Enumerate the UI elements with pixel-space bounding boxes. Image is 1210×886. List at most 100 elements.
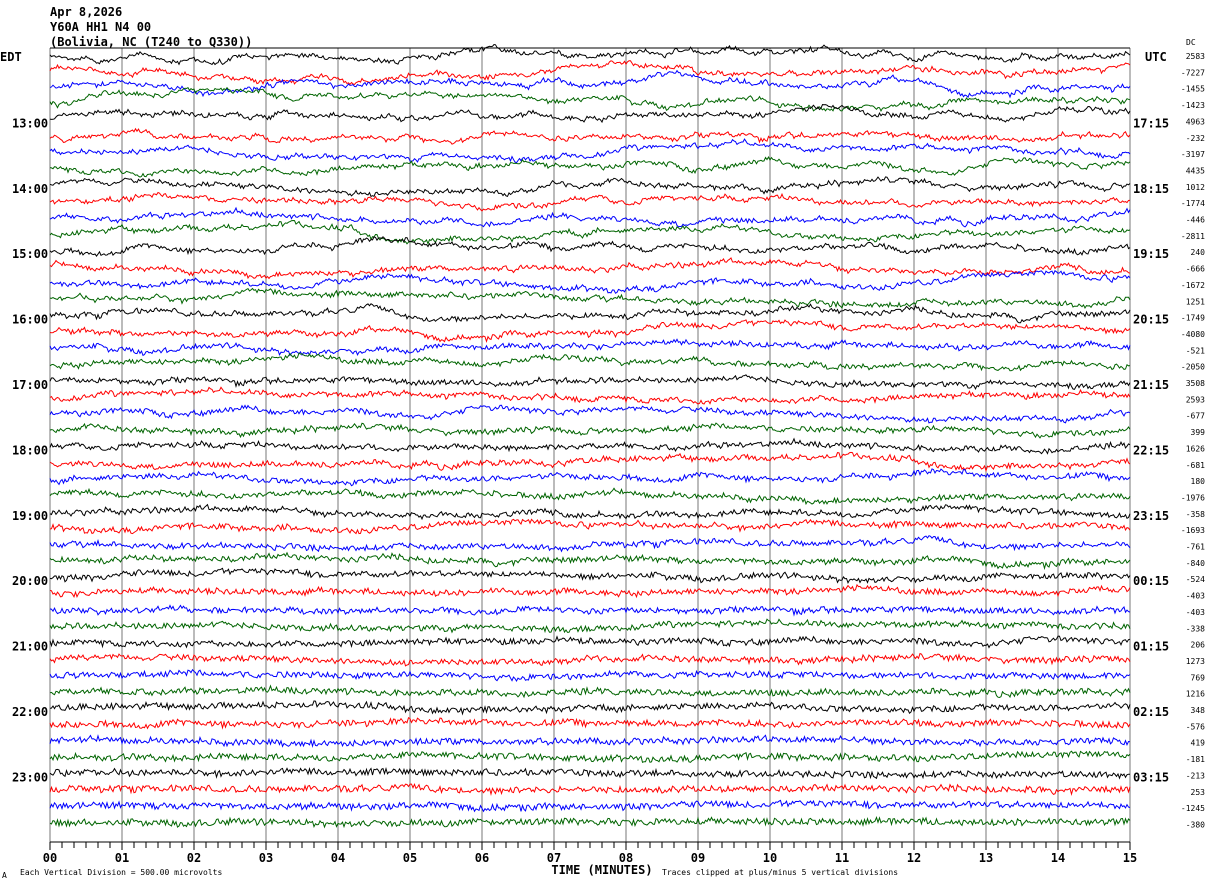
x-tick-label: 09 [691, 851, 705, 865]
x-tick-label: 15 [1123, 851, 1137, 865]
x-tick-label: 13 [979, 851, 993, 865]
trace-line [49, 155, 1131, 178]
right-time-label: 23:15 [1133, 509, 1169, 523]
trace-line [49, 604, 1131, 617]
dc-offset-label: 240 [1191, 248, 1206, 257]
dc-offset-label: -1245 [1181, 804, 1205, 813]
right-time-label: 01:15 [1133, 640, 1169, 654]
dc-offset-label: -2811 [1181, 232, 1205, 241]
dc-offset-label: -403 [1186, 608, 1205, 617]
x-tick-label: 06 [475, 851, 489, 865]
right-time-label: 18:15 [1133, 182, 1169, 196]
dc-offset-label: -576 [1186, 722, 1205, 731]
scale-note: Each Vertical Division = 500.00 microvol… [20, 868, 222, 877]
x-tick-label: 05 [403, 851, 417, 865]
x-tick-label: 11 [835, 851, 849, 865]
x-tick-label: 04 [331, 851, 345, 865]
dc-offset-label: -681 [1186, 461, 1205, 470]
left-time-label: 18:00 [12, 443, 48, 457]
left-time-label: 16:00 [12, 313, 48, 327]
date-label: Apr 8,2026 [50, 5, 122, 19]
trace-line [49, 684, 1131, 699]
dc-offset-label: -338 [1186, 624, 1205, 633]
trace-line [49, 270, 1131, 294]
dc-offset-label: -677 [1186, 412, 1205, 421]
dc-offset-label: -1749 [1181, 314, 1205, 323]
x-tick-label: 02 [187, 851, 201, 865]
trace-line [49, 60, 1131, 86]
right-time-label: 19:15 [1133, 247, 1169, 261]
trace-line [49, 422, 1131, 439]
x-tick-label: 03 [259, 851, 273, 865]
trace-line [49, 386, 1131, 405]
dc-offset-label: 2583 [1186, 52, 1205, 61]
left-time-label: 19:00 [12, 509, 48, 523]
trace-line [49, 451, 1131, 473]
trace-line [49, 86, 1131, 112]
trace-line [49, 766, 1131, 780]
trace-line [49, 138, 1131, 164]
trace-line [49, 816, 1131, 829]
dc-offset-label: -358 [1186, 510, 1205, 519]
x-tick-label: 12 [907, 851, 921, 865]
dc-offset-label: -1423 [1181, 101, 1205, 110]
station-label: Y60A HH1 N4 00 [50, 20, 151, 34]
dc-offset-label: 769 [1191, 673, 1206, 682]
x-tick-label: 14 [1051, 851, 1065, 865]
dc-offset-label: 419 [1191, 739, 1206, 748]
trace-line [49, 219, 1131, 246]
x-tick-label: 00 [43, 851, 57, 865]
trace-line [49, 487, 1131, 506]
x-tick-label: 07 [547, 851, 561, 865]
left-time-label: 22:00 [12, 705, 48, 719]
right-timezone-label: UTC [1145, 50, 1167, 64]
trace-line [49, 583, 1131, 599]
dc-offset-label: 1251 [1186, 297, 1205, 306]
dc-offset-label: -446 [1186, 216, 1205, 225]
right-time-label: 00:15 [1133, 574, 1169, 588]
trace-line [49, 567, 1131, 585]
corner-mark: A [2, 871, 7, 880]
dc-header: DC [1186, 38, 1196, 47]
dc-offset-label: 1273 [1186, 657, 1205, 666]
dc-offset-label: -3197 [1181, 150, 1205, 159]
trace-line [49, 176, 1131, 198]
trace-line [49, 535, 1131, 553]
trace-line [49, 69, 1131, 99]
dc-offset-label: -403 [1186, 592, 1205, 601]
trace-line [49, 338, 1131, 357]
location-label: (Bolivia, NC (T240 to Q330)) [50, 35, 252, 49]
dc-offset-label: -213 [1186, 771, 1205, 780]
right-time-label: 22:15 [1133, 443, 1169, 457]
right-time-label: 03:15 [1133, 770, 1169, 784]
dc-offset-label: 180 [1191, 477, 1206, 486]
dc-offset-label: -1693 [1181, 526, 1205, 535]
trace-line [49, 635, 1131, 649]
trace-line [49, 287, 1131, 310]
dc-offset-label: -524 [1186, 575, 1205, 584]
trace-line [49, 734, 1131, 749]
trace-line [49, 782, 1131, 796]
trace-line [49, 468, 1131, 487]
trace-line [49, 503, 1131, 521]
x-tick-label: 01 [115, 851, 129, 865]
dc-offset-label: 348 [1191, 706, 1206, 715]
dc-offset-label: -4080 [1181, 330, 1205, 339]
dc-offset-label: -521 [1186, 346, 1205, 355]
left-time-label: 21:00 [12, 640, 48, 654]
trace-line [49, 799, 1131, 813]
trace-line [49, 700, 1131, 716]
left-time-label: 15:00 [12, 247, 48, 261]
trace-line [49, 206, 1131, 228]
trace-line [49, 127, 1131, 145]
dc-offset-label: -2050 [1181, 363, 1205, 372]
trace-line [49, 303, 1131, 324]
x-axis-label: TIME (MINUTES) [551, 863, 652, 877]
left-time-label: 20:00 [12, 574, 48, 588]
dc-offset-label: -840 [1186, 559, 1205, 568]
trace-line [49, 352, 1131, 372]
dc-offset-label: -761 [1186, 543, 1205, 552]
dc-offset-label: -232 [1186, 134, 1205, 143]
trace-line [49, 257, 1131, 280]
dc-offset-label: -1455 [1181, 85, 1205, 94]
